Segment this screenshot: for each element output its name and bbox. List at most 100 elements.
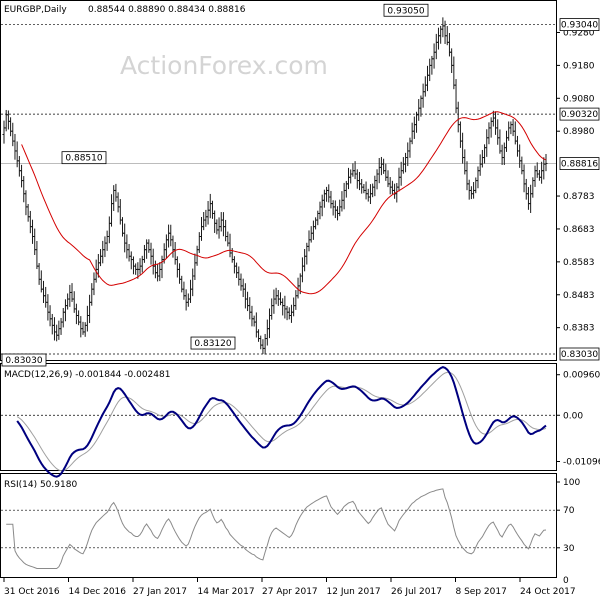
ohlc-bar: [489, 117, 493, 138]
ohlc-bar: [432, 43, 436, 69]
ohlc-bar: [520, 156, 524, 175]
ohlc-bar: [17, 156, 21, 177]
ohlc-bar: [505, 130, 509, 152]
annotation-box: 0.83120: [190, 336, 236, 350]
ohlc-bar: [515, 135, 519, 157]
price-tag: 0.93040: [559, 18, 600, 31]
ohlc-bar: [31, 219, 35, 244]
ohlc-bar: [140, 255, 144, 273]
ohlc-bar: [338, 199, 342, 217]
ohlc-bar: [285, 305, 289, 321]
ohlc-bar: [37, 263, 41, 285]
ohlc-bar: [461, 132, 465, 164]
ohlc-bar: [171, 235, 175, 258]
price-panel: [0, 0, 557, 361]
price-tick-label: 0.8483: [563, 291, 595, 301]
rsi-panel: [0, 473, 557, 578]
ohlc-bar: [145, 239, 149, 259]
ohlc-bar: [191, 268, 195, 297]
x-tick-label: 8 Sep 2017: [456, 587, 507, 597]
ohlc-bar: [540, 161, 544, 184]
ohlc-bar: [318, 201, 322, 220]
annotation-box-frame: [1, 353, 47, 367]
ohlc-bar: [129, 251, 133, 270]
ohlc-bar: [257, 329, 261, 342]
ohlc-bar: [221, 212, 225, 237]
ohlc-bar: [105, 230, 109, 251]
ohlc-bar: [500, 144, 504, 165]
price-tag-frame: [559, 347, 600, 361]
ohlc-bar: [210, 200, 214, 219]
ohlc-bar: [314, 217, 318, 230]
ohlc-bar: [542, 157, 546, 180]
ohlc-bar: [329, 190, 333, 209]
ohlc-bar: [423, 76, 427, 97]
ohlc-bar: [364, 181, 368, 200]
ohlc-bar: [226, 231, 230, 247]
ohlc-bar: [349, 169, 353, 184]
ohlc-bar: [401, 157, 405, 174]
ohlc-bar: [103, 236, 107, 258]
ohlc-bar: [421, 83, 425, 108]
ohlc-bar: [498, 129, 502, 154]
ohlc-bar: [228, 233, 232, 258]
ohlc-bar: [160, 255, 164, 279]
ohlc-bar: [524, 178, 528, 200]
ohlc-bar: [22, 176, 26, 203]
ohlc-bar: [66, 293, 70, 310]
x-tick-label: 31 Oct 2016: [4, 587, 60, 597]
ohlc-bar: [224, 219, 228, 242]
ohlc-bar: [217, 217, 221, 239]
ohlc-bar: [4, 109, 8, 132]
ohlc-bar: [278, 292, 282, 306]
price-tick-label: 0.9180: [563, 61, 595, 71]
ohlc-bar: [63, 299, 67, 322]
ohlc-bar: [110, 194, 114, 227]
ohlc-bar: [9, 117, 13, 137]
ohlc-bar: [331, 200, 335, 216]
ohlc-bar: [450, 48, 454, 74]
ohlc-bar: [123, 223, 127, 253]
ohlc-bar: [197, 232, 201, 253]
ohlc-bar: [379, 156, 383, 176]
annotation-box-frame: [383, 3, 429, 17]
ohlc-bar: [366, 188, 370, 202]
ohlc-bar: [85, 305, 89, 332]
ohlc-bar: [241, 278, 245, 298]
x-tick-label: 14 Mar 2017: [198, 587, 255, 597]
ohlc-bar: [11, 122, 15, 147]
ohlc-bar: [215, 219, 219, 235]
ohlc-bar: [333, 200, 337, 219]
ohlc-bar: [169, 224, 173, 247]
ohlc-bar: [99, 249, 103, 267]
ohlc-bar: [281, 298, 285, 316]
ohlc-bar: [147, 239, 151, 253]
price-tick-label: 0.8583: [563, 258, 595, 268]
ohlc-bar: [235, 262, 239, 279]
ohlc-bar: [412, 116, 416, 139]
x-tick-label: 26 Jul 2017: [391, 587, 442, 597]
ohlc-bar: [537, 170, 541, 181]
ohlc-bar: [83, 322, 87, 337]
price-tag-frame: [559, 157, 600, 170]
ohlc-bar: [384, 163, 388, 181]
ohlc-bar: [189, 279, 193, 303]
ohlc-bar: [522, 164, 526, 193]
ohlc-bar: [59, 317, 63, 335]
annotation-box: 0.83030: [1, 353, 47, 367]
ohlc-bar: [252, 315, 256, 327]
ohlc-bar: [116, 192, 120, 213]
price-tag: 0.88816: [559, 157, 600, 170]
ohlc-bar: [61, 307, 65, 328]
ohlc-bar: [186, 293, 190, 307]
ohlc-bar: [465, 161, 469, 191]
ohlc-bar: [180, 275, 184, 293]
ohlc-bar: [327, 184, 331, 203]
ohlc-bar: [239, 273, 243, 291]
ohlc-bar: [357, 171, 361, 191]
ohlc-bar: [456, 101, 460, 133]
ohlc-bar: [204, 209, 208, 227]
macd-tick-label: -0.010961: [563, 458, 600, 468]
ohlc-bar: [72, 291, 76, 313]
ohlc-bar: [494, 111, 498, 135]
